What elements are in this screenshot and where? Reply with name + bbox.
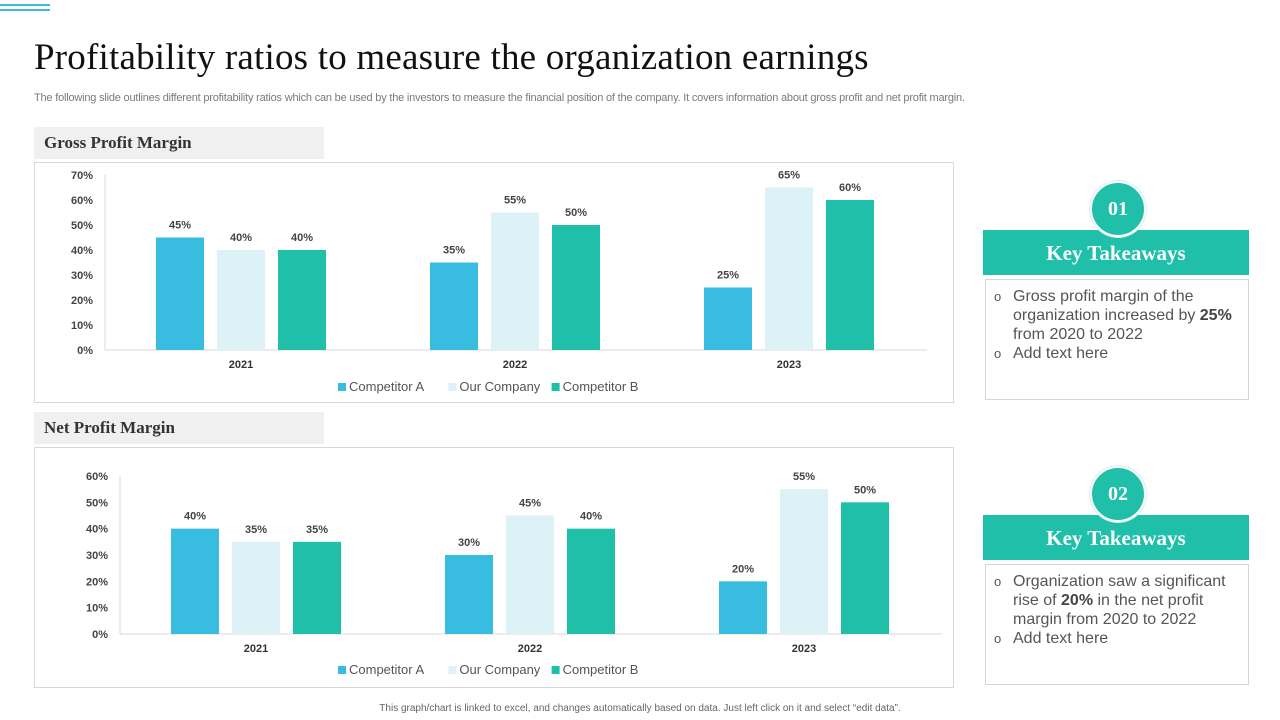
- legend-label: Our Company: [459, 379, 540, 394]
- data-label: 50%: [565, 207, 587, 219]
- takeaway-item: o Gross profit margin of the organization…: [994, 288, 1232, 343]
- bar-competitor-a: [430, 262, 478, 350]
- y-tick-label: 0%: [77, 345, 93, 357]
- x-tick-label: 2023: [792, 643, 816, 655]
- data-label: 50%: [854, 484, 876, 496]
- y-tick-label: 50%: [86, 497, 108, 509]
- x-tick-label: 2021: [244, 643, 268, 655]
- hollow-circle-bullet-icon: o: [994, 631, 1002, 646]
- y-tick-label: 10%: [71, 320, 93, 332]
- bar-our-company: [217, 250, 265, 350]
- x-tick-label: 2021: [229, 359, 253, 371]
- key-takeaways-card-1: 01 Key Takeaways o Gross profit margin of…: [983, 181, 1249, 403]
- bar-our-company: [491, 212, 539, 350]
- y-tick-label: 70%: [71, 170, 93, 182]
- bar-our-company: [232, 541, 280, 634]
- y-tick-label: 50%: [71, 220, 93, 232]
- data-label: 35%: [245, 524, 267, 536]
- y-tick-label: 10%: [86, 603, 108, 615]
- footer-note: This graph/chart is linked to excel, and…: [379, 703, 901, 714]
- legend-swatch: [338, 666, 346, 674]
- y-tick-label: 20%: [86, 576, 108, 588]
- x-tick-label: 2023: [777, 359, 801, 371]
- takeaway-body: o Organization saw a significant rise of …: [985, 564, 1249, 685]
- y-tick-label: 0%: [92, 629, 108, 641]
- y-tick-label: 60%: [71, 195, 93, 207]
- key-takeaways-card-2: 02 Key Takeaways o Organization saw a sig…: [983, 466, 1249, 688]
- takeaway-heading: Key Takeaways: [983, 515, 1249, 560]
- y-tick-label: 30%: [71, 270, 93, 282]
- net-profit-margin-label: Net Profit Margin: [34, 412, 324, 444]
- takeaway-list: o Organization saw a significant rise of …: [994, 572, 1238, 648]
- data-label: 25%: [717, 270, 739, 282]
- data-label: 20%: [732, 563, 754, 575]
- legend-swatch: [338, 383, 346, 391]
- bar-competitor-b: [552, 225, 600, 350]
- data-label: 40%: [230, 232, 252, 244]
- takeaway-heading: Key Takeaways: [983, 230, 1249, 275]
- decorative-line-bottom: [0, 9, 50, 11]
- bar-competitor-b: [841, 502, 889, 634]
- bar-competitor-a: [719, 581, 767, 634]
- data-label: 40%: [291, 232, 313, 244]
- net-profit-margin-chart-svg: 0% 10% 20% 30% 40% 50% 60% 40% 35% 35% 2021 30% 45% 4…: [86, 471, 942, 677]
- takeaway-item: o Organization saw a significant rise of …: [994, 573, 1226, 628]
- y-tick-label: 40%: [86, 524, 108, 536]
- hollow-circle-bullet-icon: o: [994, 574, 1002, 589]
- gross-profit-margin-label: Gross Profit Margin: [34, 127, 324, 159]
- legend-label: Competitor A: [349, 379, 424, 394]
- takeaway-list: o Gross profit margin of the organization…: [994, 287, 1238, 363]
- bar-competitor-b: [567, 528, 615, 634]
- legend-label: Competitor B: [563, 379, 639, 394]
- data-label: 45%: [169, 220, 191, 232]
- data-label: 55%: [504, 195, 526, 207]
- takeaway-item: o Add text here: [994, 345, 1109, 362]
- legend-swatch: [448, 383, 457, 391]
- decorative-line-top: [0, 4, 50, 6]
- data-label: 35%: [443, 245, 465, 257]
- legend-swatch: [551, 383, 560, 391]
- bar-competitor-a: [171, 528, 219, 634]
- y-tick-label: 40%: [71, 245, 93, 257]
- bar-competitor-a: [704, 287, 752, 350]
- bar-our-company: [506, 515, 554, 634]
- bar-competitor-b: [293, 541, 341, 634]
- takeaway-body: o Gross profit margin of the organization…: [985, 279, 1249, 400]
- takeaway-item: o Add text here: [994, 630, 1109, 647]
- data-label: 30%: [458, 537, 480, 549]
- y-tick-label: 30%: [86, 550, 108, 562]
- legend-swatch: [448, 666, 457, 674]
- data-label: 60%: [839, 182, 861, 194]
- takeaway-number-badge: 02: [1090, 466, 1146, 522]
- x-tick-label: 2022: [518, 643, 542, 655]
- hollow-circle-bullet-icon: o: [994, 346, 1002, 361]
- bar-competitor-a: [445, 555, 493, 634]
- x-tick-label: 2022: [503, 359, 527, 371]
- gross-profit-margin-chart[interactable]: 0% 10% 20% 30% 40% 50% 60% 70% 45% 40% 40% 2021 35% 5…: [34, 162, 954, 403]
- data-label: 45%: [519, 498, 541, 510]
- page-title: Profitability ratios to measure the orga…: [34, 37, 869, 78]
- data-label: 35%: [306, 524, 328, 536]
- legend-label: Competitor B: [563, 662, 639, 677]
- y-tick-label: 60%: [86, 471, 108, 483]
- data-label: 55%: [793, 471, 815, 483]
- bar-our-company: [765, 187, 813, 350]
- data-label: 65%: [778, 170, 800, 182]
- bar-our-company: [780, 489, 828, 634]
- y-tick-label: 20%: [71, 295, 93, 307]
- bar-competitor-a: [156, 237, 204, 350]
- legend-label: Competitor A: [349, 662, 424, 677]
- page-subtitle: The following slide outlines different p…: [34, 92, 965, 104]
- net-profit-margin-chart[interactable]: 0% 10% 20% 30% 40% 50% 60% 40% 35% 35% 2021 30% 45% 4…: [34, 447, 954, 688]
- gross-profit-margin-chart-svg: 0% 10% 20% 30% 40% 50% 60% 70% 45% 40% 40% 2021 35% 5…: [71, 170, 927, 394]
- bar-competitor-b: [278, 250, 326, 350]
- hollow-circle-bullet-icon: o: [994, 289, 1002, 304]
- takeaway-number-badge: 01: [1090, 181, 1146, 237]
- data-label: 40%: [580, 511, 602, 523]
- legend-swatch: [551, 666, 560, 674]
- bar-competitor-b: [826, 200, 874, 350]
- legend-label: Our Company: [459, 662, 540, 677]
- data-label: 40%: [184, 511, 206, 523]
